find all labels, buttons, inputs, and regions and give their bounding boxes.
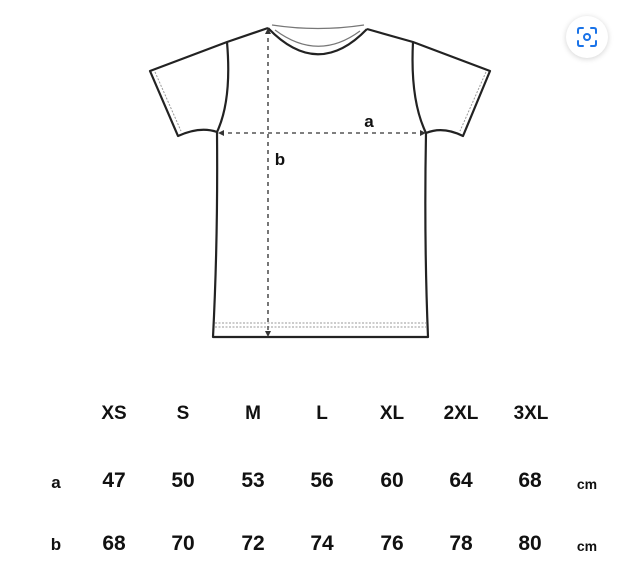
cell-value: 47	[102, 469, 126, 492]
size-header: L	[316, 403, 328, 424]
collar-outer	[267, 27, 368, 56]
cell-value: 68	[102, 532, 126, 555]
cell-value: 72	[241, 532, 265, 555]
row-label: a	[51, 473, 61, 492]
size-header: XL	[379, 403, 405, 424]
visual-search-lens-icon	[577, 27, 597, 47]
size-header: S	[176, 403, 190, 424]
visual-search-button[interactable]	[566, 16, 608, 58]
left-sleeve-seam	[216, 41, 230, 133]
cell-value: 76	[380, 532, 404, 555]
size-header: M	[245, 403, 261, 424]
cell-value: 78	[449, 532, 473, 555]
cell-value: 60	[380, 469, 404, 492]
cell-value: 80	[518, 532, 542, 555]
collar-back	[271, 24, 365, 30]
unit-label: cm	[576, 476, 598, 492]
cell-value: 70	[171, 532, 195, 555]
cell-value: 74	[310, 532, 334, 555]
measure-label-b: b	[274, 150, 286, 169]
tshirt-outline	[148, 26, 492, 339]
cell-value: 50	[171, 469, 195, 492]
size-header: 2XL	[443, 403, 479, 424]
row-label: b	[50, 535, 62, 554]
collar-inner	[274, 29, 361, 47]
right-sleeve-seam	[411, 41, 427, 134]
measure-label-a: a	[364, 112, 374, 131]
size-header: XS	[101, 403, 127, 424]
cell-value: 64	[449, 469, 473, 492]
cell-value: 53	[241, 469, 265, 492]
size-header: 3XL	[513, 403, 549, 424]
cell-value: 68	[518, 469, 542, 492]
tshirt-diagram	[148, 24, 492, 339]
cell-value: 56	[310, 469, 334, 492]
unit-label: cm	[576, 538, 598, 554]
